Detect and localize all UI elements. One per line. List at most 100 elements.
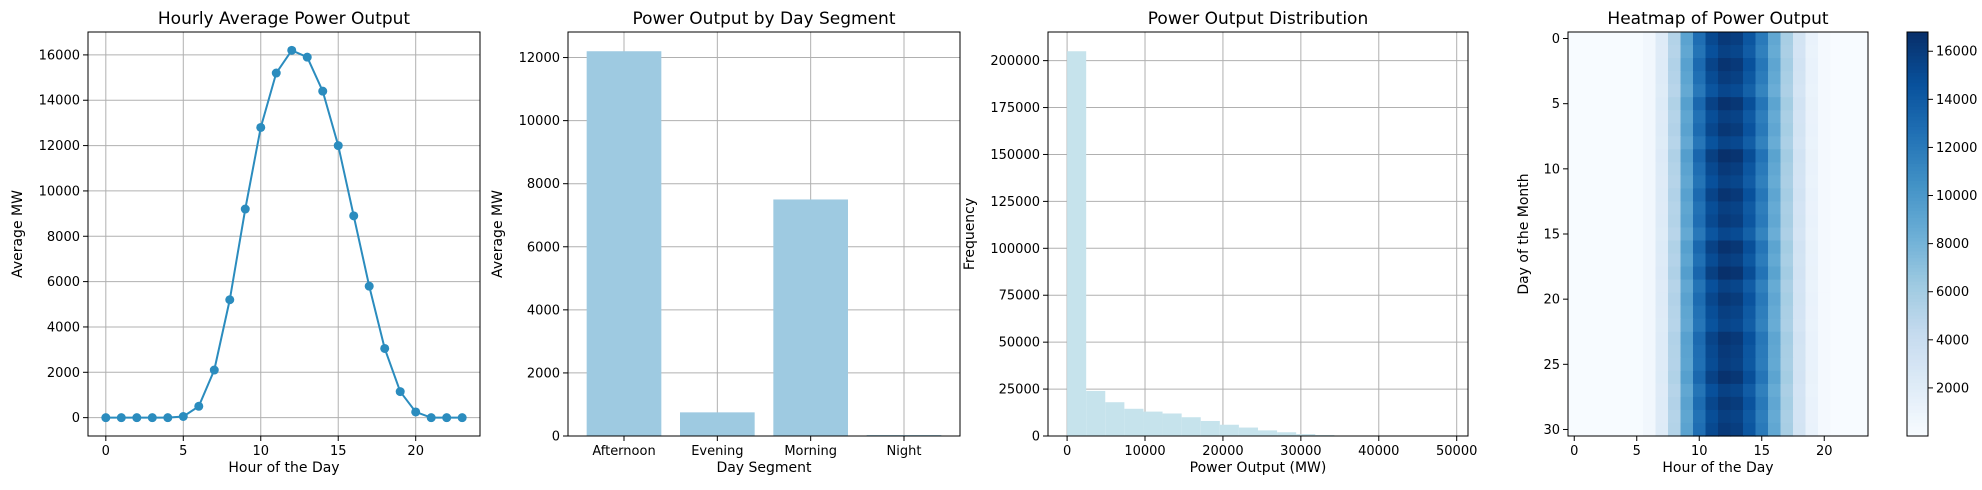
colorbar-segment (1907, 240, 1928, 245)
heatmap-cell (1693, 32, 1707, 46)
heatmap-cell (1780, 84, 1794, 98)
heatmap-cell (1805, 97, 1819, 111)
heatmap-cell (1643, 422, 1657, 437)
colorbar-segment (1907, 331, 1928, 336)
heatmap-cell (1793, 201, 1807, 216)
colorbar-segment (1907, 281, 1928, 286)
heatmap-cell (1655, 266, 1669, 281)
heatmap-cell (1793, 253, 1807, 268)
colorbar-segment (1907, 112, 1928, 117)
heatmap-cell (1793, 396, 1807, 411)
colorbar-segment (1907, 297, 1928, 302)
heatmap-cell (1668, 357, 1682, 372)
y-tick-label: 20 (1543, 293, 1560, 308)
heatmap-cell (1668, 318, 1682, 333)
heatmap-cell (1805, 279, 1819, 294)
heatmap-cell (1730, 71, 1744, 85)
heatmap-cell (1618, 149, 1632, 163)
heatmap-cell (1855, 331, 1869, 346)
heatmap-cell (1580, 331, 1594, 346)
heatmap-cell (1855, 357, 1869, 372)
heatmap-cell (1568, 97, 1582, 111)
heatmap-cell (1618, 32, 1632, 46)
heatmap-cell (1818, 253, 1832, 268)
heatmap-cell (1855, 279, 1869, 294)
heatmap-cell (1580, 188, 1594, 203)
colorbar-segment (1907, 190, 1928, 195)
heatmap-cell (1705, 84, 1719, 98)
heatmap-cell (1793, 188, 1807, 203)
colorbar-segment (1907, 368, 1928, 373)
heatmap-cell (1718, 253, 1732, 268)
heatmap-cell (1705, 32, 1719, 46)
heatmap-cell (1830, 58, 1844, 72)
heatmap-cell (1568, 214, 1582, 229)
heatmap-cell (1830, 396, 1844, 411)
heatmap-cell (1630, 175, 1644, 189)
heatmap-cell (1593, 149, 1607, 163)
heatmap-cell (1743, 110, 1757, 124)
heatmap-cell (1668, 305, 1682, 320)
heatmap-cell (1818, 383, 1832, 398)
colorbar-segment (1907, 412, 1928, 417)
heatmap-cell (1630, 201, 1644, 216)
heatmap-cell (1805, 58, 1819, 72)
heatmap-cell (1705, 409, 1719, 424)
heatmap-cell (1855, 188, 1869, 203)
heatmap-cell (1818, 370, 1832, 385)
heatmap-cell (1843, 279, 1857, 294)
heatmap-cell (1693, 162, 1707, 176)
heatmap-cell (1693, 214, 1707, 229)
data-point (380, 343, 390, 353)
heatmap-cell (1855, 97, 1869, 111)
y-tick-label: 16000 (39, 48, 80, 63)
heatmap-cell (1730, 396, 1744, 411)
heatmap-cell (1568, 58, 1582, 72)
colorbar-segment (1907, 338, 1928, 343)
colorbar-segment (1907, 166, 1928, 171)
heatmap-cell (1568, 383, 1582, 398)
heatmap-cell (1618, 71, 1632, 85)
heatmap-cell (1618, 188, 1632, 203)
heatmap-cell (1755, 383, 1769, 398)
heatmap-cell (1680, 396, 1694, 411)
heatmap-cell (1743, 240, 1757, 255)
heatmap-cell (1680, 110, 1694, 124)
heatmap-cell (1568, 305, 1582, 320)
heatmap-cell (1743, 253, 1757, 268)
heatmap-cell (1818, 292, 1832, 307)
heatmap-cell (1655, 136, 1669, 150)
heatmap-cell (1580, 240, 1594, 255)
heatmap-cell (1830, 240, 1844, 255)
heatmap-cell (1755, 71, 1769, 85)
y-tick-label: 2000 (527, 366, 560, 381)
heatmap-cell (1768, 214, 1782, 229)
colorbar-segment (1907, 287, 1928, 292)
heatmap-cell (1668, 292, 1682, 307)
heatmap-cell (1618, 292, 1632, 307)
heatmap-cell (1818, 123, 1832, 137)
heatmap-cell (1855, 344, 1869, 359)
heatmap-cell (1718, 201, 1732, 216)
heatmap-cell (1730, 162, 1744, 176)
heatmap-cell (1780, 149, 1794, 163)
heatmap-cell (1768, 84, 1782, 98)
heatmap-cell (1655, 110, 1669, 124)
y-tick-label: 6000 (47, 275, 80, 290)
heatmap-cell (1693, 84, 1707, 98)
heatmap-cell (1818, 58, 1832, 72)
heatmap-cell (1755, 266, 1769, 281)
heatmap-cell (1618, 305, 1632, 320)
colorbar-segment (1907, 153, 1928, 158)
heatmap-cell (1755, 253, 1769, 268)
heatmap-cell (1680, 344, 1694, 359)
heatmap-cell (1630, 97, 1644, 111)
heatmap-cell (1730, 279, 1744, 294)
y-tick-label: 100000 (990, 242, 1040, 257)
colorbar-segment (1907, 210, 1928, 215)
heatmap-cell (1843, 214, 1857, 229)
heatmap-cell (1830, 292, 1844, 307)
heatmap-cell (1743, 214, 1757, 229)
heatmap-cell (1593, 175, 1607, 189)
heatmap-cell (1780, 201, 1794, 216)
